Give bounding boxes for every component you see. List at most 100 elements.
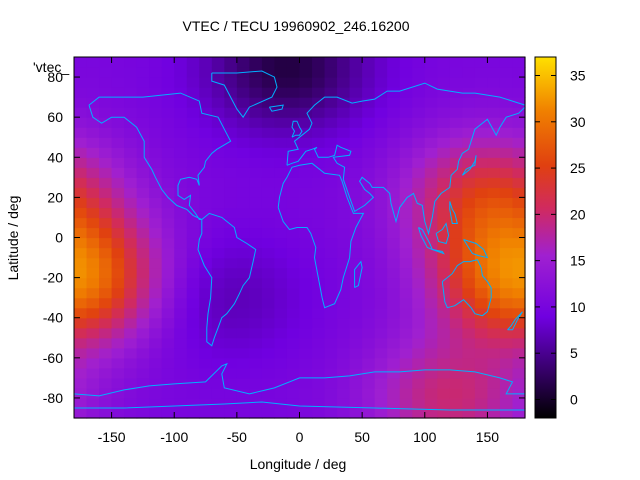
heatmap-cell bbox=[374, 157, 388, 168]
heatmap-cell bbox=[211, 307, 225, 319]
coastline bbox=[291, 120, 303, 138]
heatmap-cell bbox=[199, 397, 213, 409]
heatmap-cell bbox=[186, 127, 200, 138]
heatmap-cell bbox=[99, 107, 113, 118]
heatmap-cell bbox=[149, 67, 163, 78]
heatmap-cell bbox=[199, 97, 213, 108]
heatmap-cell bbox=[74, 337, 88, 349]
heatmap-cell bbox=[249, 247, 263, 259]
coastline bbox=[211, 70, 278, 119]
heatmap-cell bbox=[449, 177, 463, 188]
heatmap-cell bbox=[374, 407, 388, 419]
heatmap-cell bbox=[462, 127, 476, 138]
heatmap-cell bbox=[462, 297, 476, 309]
heatmap-cell bbox=[424, 397, 438, 409]
heatmap-cell bbox=[462, 107, 476, 118]
heatmap-cell bbox=[324, 387, 338, 399]
heatmap-cell bbox=[324, 87, 338, 98]
heatmap-cell bbox=[224, 67, 238, 78]
heatmap-cell bbox=[349, 337, 363, 349]
heatmap-cell bbox=[224, 357, 238, 369]
heatmap-cell bbox=[312, 147, 326, 158]
heatmap-cell bbox=[86, 157, 100, 168]
heatmap-cell bbox=[286, 177, 301, 188]
heatmap-cell bbox=[136, 267, 150, 279]
heatmap-cell bbox=[274, 357, 288, 369]
heatmap-cell bbox=[412, 287, 426, 299]
heatmap-cell bbox=[199, 197, 213, 209]
heatmap-cell bbox=[236, 167, 250, 178]
heatmap-cell bbox=[124, 407, 138, 419]
heatmap-cell bbox=[324, 287, 338, 299]
heatmap-cell bbox=[124, 97, 138, 108]
heatmap-cell bbox=[437, 367, 451, 379]
heatmap-cell bbox=[299, 297, 313, 309]
heatmap-cell bbox=[499, 77, 514, 88]
heatmap-cell bbox=[399, 327, 413, 339]
heatmap-cell bbox=[312, 117, 326, 128]
heatmap-cell bbox=[512, 307, 526, 319]
coastline bbox=[268, 104, 284, 112]
heatmap-cell bbox=[236, 227, 250, 239]
heatmap-cell bbox=[261, 327, 276, 339]
heatmap-cell bbox=[249, 177, 263, 188]
heatmap-cell bbox=[374, 117, 388, 128]
heatmap-cell bbox=[512, 207, 526, 219]
heatmap-cell bbox=[174, 407, 188, 419]
heatmap-cell bbox=[161, 407, 175, 419]
heatmap-cell bbox=[236, 307, 250, 319]
heatmap-cell bbox=[374, 237, 388, 249]
heatmap-cell bbox=[111, 407, 125, 419]
heatmap-cell bbox=[324, 237, 338, 249]
heatmap-cell bbox=[249, 337, 263, 349]
heatmap-cell bbox=[474, 217, 489, 229]
heatmap-cell bbox=[136, 297, 150, 309]
heatmap-cell bbox=[111, 397, 125, 409]
heatmap-cell bbox=[487, 87, 501, 98]
heatmap-cell bbox=[299, 357, 313, 369]
heatmap-cell bbox=[261, 117, 276, 128]
heatmap-cell bbox=[324, 327, 338, 339]
heatmap-cell bbox=[286, 307, 301, 319]
heatmap-cell bbox=[512, 327, 526, 339]
heatmap-cell bbox=[174, 257, 188, 269]
colorbar-tick-label: 10 bbox=[570, 299, 586, 315]
heatmap-cell bbox=[387, 117, 401, 128]
coastline bbox=[73, 362, 525, 397]
heatmap-cell bbox=[474, 167, 489, 178]
heatmap-cell bbox=[99, 157, 113, 168]
heatmap-cell bbox=[261, 97, 276, 108]
heatmap-cell bbox=[236, 237, 250, 249]
heatmap-cell bbox=[136, 167, 150, 178]
heatmap-cell bbox=[224, 307, 238, 319]
heatmap-cell bbox=[312, 407, 326, 419]
heatmap-cell bbox=[136, 357, 150, 369]
heatmap-cell bbox=[362, 307, 376, 319]
heatmap-cell bbox=[161, 287, 175, 299]
heatmap-cell bbox=[211, 287, 225, 299]
heatmap-cell bbox=[387, 337, 401, 349]
heatmap-cell bbox=[174, 117, 188, 128]
heatmap-cell bbox=[199, 277, 213, 289]
heatmap-cell bbox=[462, 377, 476, 389]
heatmap-cell bbox=[249, 127, 263, 138]
y-tick-label: 40 bbox=[47, 149, 63, 165]
heatmap-cell bbox=[111, 317, 125, 329]
colorbar-tick-label: 5 bbox=[570, 345, 578, 361]
heatmap-cell bbox=[487, 337, 501, 349]
heatmap-cell bbox=[462, 327, 476, 339]
heatmap-cell bbox=[99, 237, 113, 249]
heatmap-cell bbox=[99, 307, 113, 319]
heatmap-cell bbox=[186, 257, 200, 269]
heatmap-cell bbox=[86, 387, 100, 399]
heatmap-cell bbox=[286, 137, 301, 148]
heatmap-cell bbox=[74, 357, 88, 369]
heatmap-cell bbox=[174, 197, 188, 209]
heatmap-cell bbox=[362, 257, 376, 269]
heatmap-cell bbox=[474, 127, 489, 138]
heatmap-cell bbox=[387, 187, 401, 198]
heatmap-cell bbox=[161, 187, 175, 198]
heatmap-cell bbox=[462, 117, 476, 128]
heatmap-cell bbox=[387, 137, 401, 148]
